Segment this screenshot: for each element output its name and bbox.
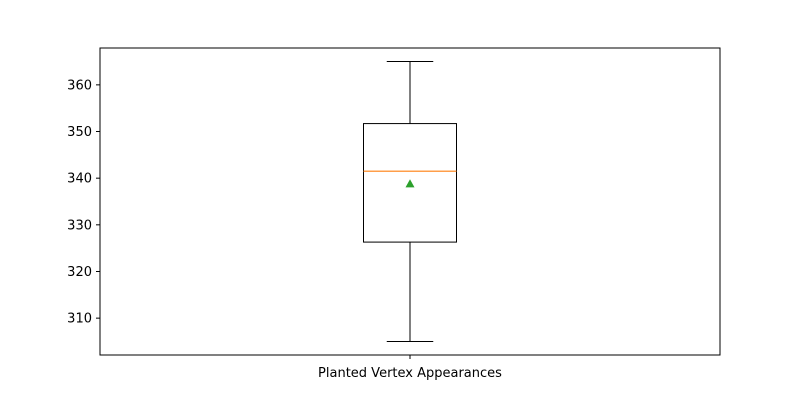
y-tick-label: 330 bbox=[67, 218, 92, 233]
plot-layer: 310 320 330 340 350 360 Planted Vertex Appeara… bbox=[67, 61, 502, 381]
axes-frame bbox=[99, 47, 721, 356]
mean-marker bbox=[405, 179, 415, 188]
x-tick-label: Planted Vertex Appearances bbox=[318, 366, 502, 381]
y-tick-label: 350 bbox=[67, 125, 92, 140]
y-tick-label: 320 bbox=[67, 265, 92, 280]
y-tick-label: 340 bbox=[67, 172, 92, 187]
y-tick-label: 360 bbox=[67, 78, 92, 93]
iqr-box bbox=[363, 123, 457, 243]
y-tick-label: 310 bbox=[67, 312, 92, 327]
